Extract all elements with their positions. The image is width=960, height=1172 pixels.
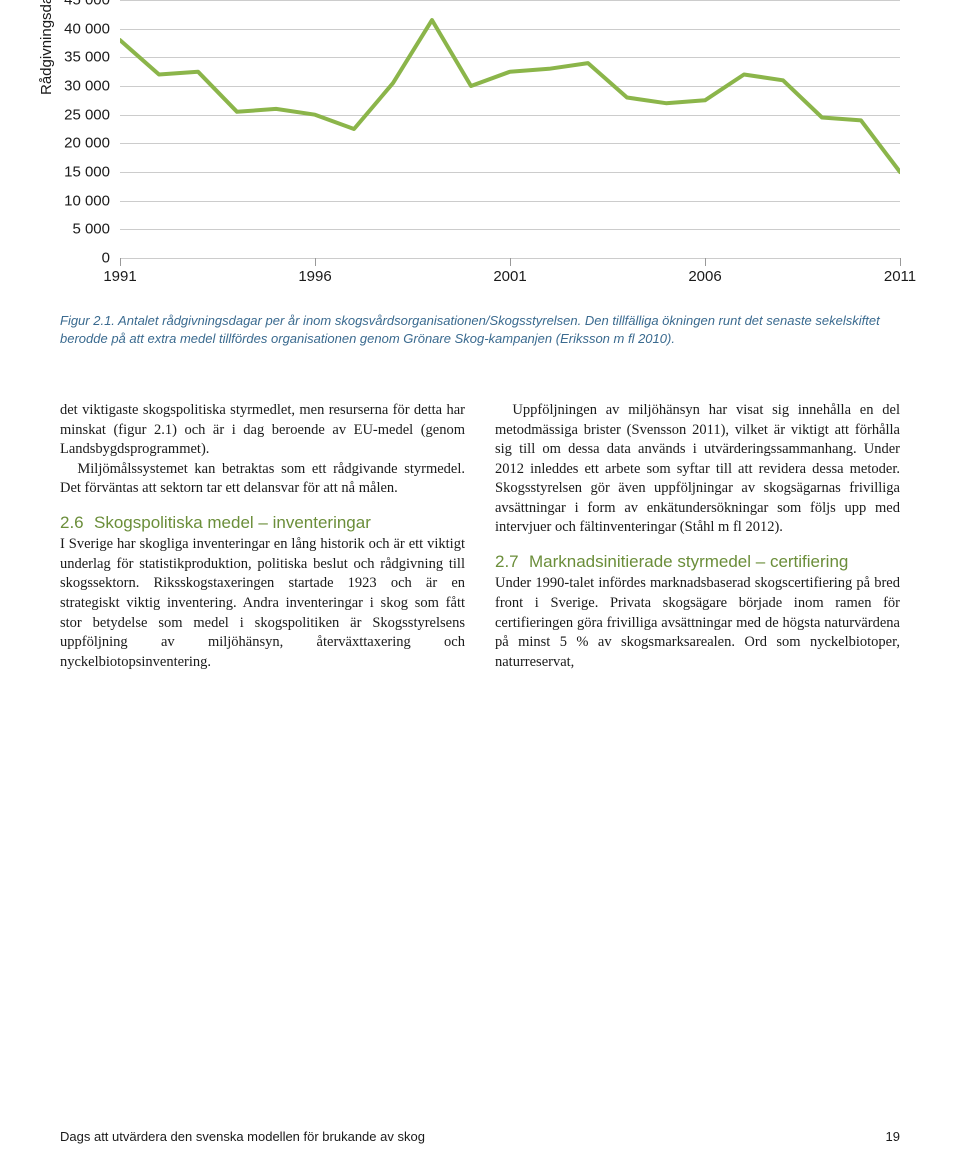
- y-tick-label: 40 000: [64, 20, 110, 37]
- page-footer: Dags att utvärdera den svenska modellen …: [60, 1129, 900, 1144]
- body-paragraph: Miljömålssystemet kan betraktas som ett …: [60, 460, 465, 499]
- right-column: Uppföljningen av miljöhänsyn har visat s…: [495, 401, 900, 672]
- section-title: Skogspolitiska medel – inventeringar: [94, 513, 465, 533]
- x-axis: 19911996200120062011: [120, 258, 900, 288]
- body-paragraph: det viktigaste skogspolitiska styrmedlet…: [60, 401, 465, 460]
- x-tick-label: 2006: [688, 268, 721, 285]
- x-tick-label: 2011: [884, 268, 916, 285]
- body-paragraph: Under 1990-talet infördes marknadsbasera…: [495, 574, 900, 672]
- figure-caption: Figur 2.1. Antalet rådgivningsdagar per …: [60, 312, 900, 347]
- x-tick-label: 1996: [298, 268, 331, 285]
- chart: Rådgivningsdagar (dgr/år) 05 00010 00015…: [60, 0, 900, 300]
- y-tick-label: 0: [102, 250, 110, 267]
- line-chart-svg: [120, 0, 900, 258]
- body-paragraph: Uppföljningen av miljöhänsyn har visat s…: [495, 401, 900, 538]
- y-tick-label: 30 000: [64, 78, 110, 95]
- body-paragraph: I Sverige har skogliga inventeringar en …: [60, 535, 465, 672]
- body-columns: det viktigaste skogspolitiska styrmedlet…: [60, 401, 900, 672]
- y-tick-label: 5 000: [72, 221, 110, 238]
- page-number: 19: [886, 1129, 900, 1144]
- y-axis-label: Rådgivningsdagar (dgr/år): [38, 0, 55, 95]
- x-tick-label: 2001: [493, 268, 526, 285]
- section-heading-2-6: 2.6Skogspolitiska medel – inventeringar: [60, 513, 465, 533]
- y-tick-label: 20 000: [64, 135, 110, 152]
- left-column: det viktigaste skogspolitiska styrmedlet…: [60, 401, 465, 672]
- x-tick-label: 1991: [103, 268, 136, 285]
- section-title: Marknadsinitierade styrmedel – certifier…: [529, 552, 900, 572]
- y-tick-label: 15 000: [64, 164, 110, 181]
- section-number: 2.6: [60, 513, 94, 533]
- y-tick-label: 10 000: [64, 192, 110, 209]
- y-tick-label: 45 000: [64, 0, 110, 9]
- figure-label: Figur 2.1.: [60, 313, 115, 328]
- y-tick-label: 35 000: [64, 49, 110, 66]
- footer-text: Dags att utvärdera den svenska modellen …: [60, 1129, 425, 1144]
- section-heading-2-7: 2.7Marknadsinitierade styrmedel – certif…: [495, 552, 900, 572]
- figure-caption-text: Antalet rådgivningsdagar per år inom sko…: [60, 313, 880, 346]
- section-number: 2.7: [495, 552, 529, 572]
- y-tick-label: 25 000: [64, 106, 110, 123]
